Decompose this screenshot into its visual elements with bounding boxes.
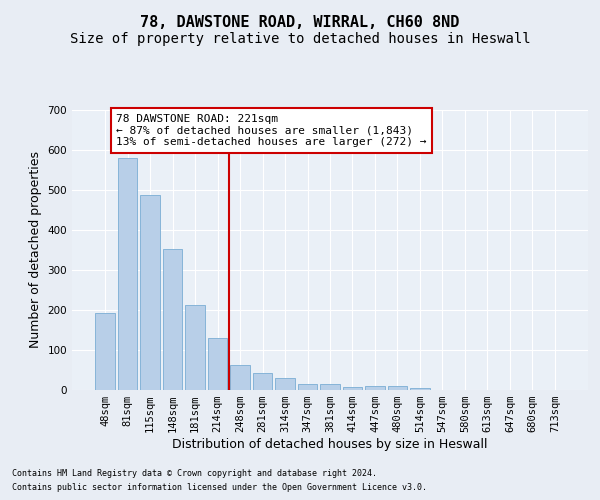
Bar: [388, 386, 407, 390]
Y-axis label: Number of detached properties: Number of detached properties: [29, 152, 42, 348]
Bar: [208, 338, 227, 390]
Bar: [185, 305, 205, 390]
Bar: [410, 388, 430, 390]
Text: 78 DAWSTONE ROAD: 221sqm
← 87% of detached houses are smaller (1,843)
13% of sem: 78 DAWSTONE ROAD: 221sqm ← 87% of detach…: [116, 114, 427, 147]
Bar: [140, 195, 160, 390]
Bar: [365, 386, 385, 390]
Bar: [230, 365, 250, 390]
Bar: [95, 313, 115, 390]
Text: Size of property relative to detached houses in Heswall: Size of property relative to detached ho…: [70, 32, 530, 46]
Bar: [118, 158, 137, 390]
Bar: [253, 373, 272, 390]
Text: Contains public sector information licensed under the Open Government Licence v3: Contains public sector information licen…: [12, 484, 427, 492]
Text: Contains HM Land Registry data © Crown copyright and database right 2024.: Contains HM Land Registry data © Crown c…: [12, 468, 377, 477]
Text: 78, DAWSTONE ROAD, WIRRAL, CH60 8ND: 78, DAWSTONE ROAD, WIRRAL, CH60 8ND: [140, 15, 460, 30]
Bar: [298, 384, 317, 390]
X-axis label: Distribution of detached houses by size in Heswall: Distribution of detached houses by size …: [172, 438, 488, 451]
Bar: [320, 384, 340, 390]
Bar: [275, 378, 295, 390]
Bar: [163, 249, 182, 390]
Bar: [343, 387, 362, 390]
